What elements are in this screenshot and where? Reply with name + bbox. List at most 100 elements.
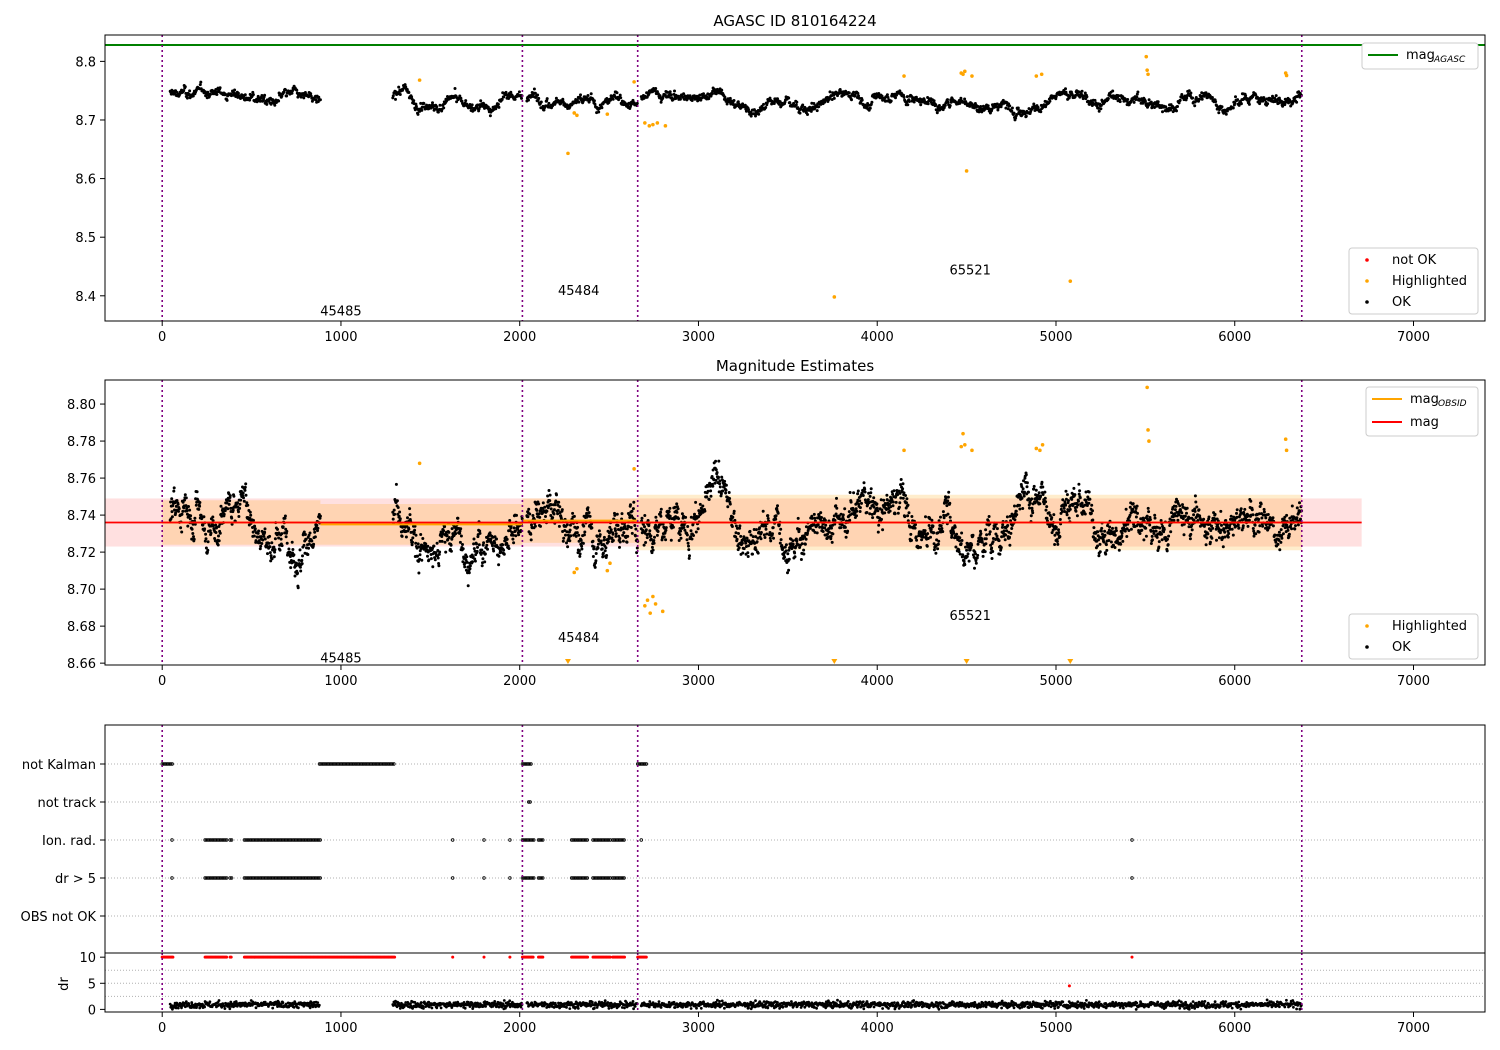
ok-point — [659, 514, 663, 518]
ok-point — [879, 498, 883, 502]
ok-point — [416, 112, 420, 116]
agasc-x-tick-label: 7000 — [1397, 330, 1430, 345]
ok-point — [582, 524, 586, 528]
ok-point — [671, 525, 675, 529]
ok-point — [217, 539, 221, 543]
ok-point — [486, 547, 489, 551]
ok-point — [735, 537, 739, 541]
ok-point — [429, 557, 433, 561]
ok-point — [1003, 538, 1007, 542]
ok-point — [1057, 528, 1060, 532]
ok-point — [690, 537, 694, 541]
ok-point — [939, 524, 943, 528]
ok-point — [635, 101, 639, 105]
ok-point — [772, 102, 776, 105]
ok-point — [290, 91, 294, 95]
ok-point — [1257, 530, 1261, 534]
ok-point — [583, 530, 587, 534]
ok-point — [794, 103, 798, 107]
ok-point — [1097, 109, 1101, 113]
ok-point — [616, 524, 620, 527]
ok-point — [1180, 511, 1184, 515]
ok-point — [847, 91, 851, 95]
ok-point — [1252, 534, 1256, 538]
ok-point — [1153, 516, 1157, 520]
ok-point — [283, 514, 287, 518]
ok-point — [842, 518, 846, 521]
ok-point — [855, 509, 859, 513]
ok-point — [755, 540, 759, 544]
ok-point — [1068, 94, 1072, 98]
ok-point — [475, 542, 478, 546]
agasc-x-tick-label: 2000 — [503, 330, 536, 345]
ok-point — [1219, 528, 1223, 532]
ok-point — [1144, 526, 1148, 530]
ok-point — [404, 535, 408, 539]
ok-point — [497, 554, 501, 558]
ok-point — [1099, 107, 1103, 111]
ok-point — [605, 554, 609, 557]
ok-point — [302, 96, 306, 100]
ok-point — [211, 515, 215, 519]
ok-point — [555, 493, 558, 497]
agasc-x-tick-label: 6000 — [1218, 330, 1251, 345]
ok-point — [270, 557, 274, 561]
agasc-y-tick-label: 8.8 — [75, 55, 96, 70]
ok-point — [745, 536, 749, 540]
ok-point — [1048, 99, 1052, 103]
highlighted-point — [608, 561, 612, 566]
ok-point — [1064, 87, 1067, 91]
ok-point — [643, 525, 646, 529]
ok-point — [262, 534, 266, 538]
ok-point — [527, 98, 530, 102]
ok-point — [183, 85, 187, 89]
ok-point — [514, 534, 518, 538]
ok-point — [1202, 517, 1206, 521]
ok-point — [728, 497, 732, 500]
ok-point — [517, 90, 521, 94]
ok-point — [621, 539, 625, 543]
ok-point — [654, 87, 658, 90]
ok-point — [901, 482, 905, 486]
ok-point — [936, 547, 940, 551]
ok-point — [1021, 507, 1025, 510]
ok-point — [899, 478, 903, 481]
ok-point — [1219, 509, 1223, 513]
ok-point — [924, 515, 927, 519]
ok-point — [313, 535, 317, 539]
ok-point — [393, 512, 397, 516]
ok-point — [946, 98, 949, 102]
ok-point — [838, 88, 842, 91]
highlighted-point — [663, 124, 668, 128]
legend-marker-ok — [1365, 300, 1369, 304]
ok-point — [872, 496, 876, 500]
ok-point — [248, 510, 252, 514]
ok-point — [682, 92, 686, 96]
ok-point — [1091, 518, 1095, 522]
ok-point — [1250, 508, 1254, 512]
ok-point — [812, 512, 816, 516]
ok-point — [891, 500, 895, 504]
ok-point — [791, 539, 795, 543]
ok-point — [1214, 100, 1218, 104]
ok-point — [486, 105, 490, 109]
ok-point — [932, 99, 936, 103]
ok-point — [529, 538, 533, 542]
ok-point — [206, 548, 210, 552]
ok-point — [834, 504, 838, 508]
highlighted-point — [1068, 279, 1073, 283]
ok-point — [1121, 539, 1125, 543]
ok-point — [600, 547, 604, 551]
ok-point — [215, 93, 219, 96]
ok-point — [907, 511, 911, 515]
ok-point — [244, 482, 248, 486]
ok-point — [491, 544, 494, 548]
ok-point — [174, 511, 178, 515]
ok-point — [905, 497, 909, 501]
ok-point — [418, 553, 422, 557]
ok-point — [1114, 529, 1118, 533]
ok-point — [1195, 505, 1199, 509]
ok-point — [1247, 518, 1251, 522]
ok-point — [1120, 531, 1124, 535]
